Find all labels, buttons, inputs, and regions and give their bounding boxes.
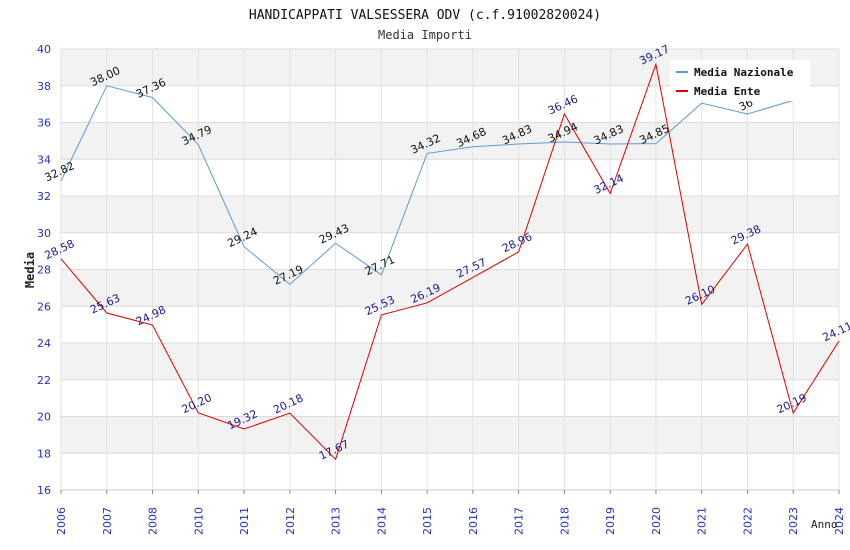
y-tick-label: 28 — [37, 264, 51, 277]
x-tick-label: 2013 — [330, 507, 343, 535]
y-tick-label: 18 — [37, 447, 51, 460]
x-tick-label: 2011 — [238, 507, 251, 535]
x-tick-label: 2006 — [55, 507, 68, 535]
y-tick-label: 32 — [37, 190, 51, 203]
y-tick-label: 30 — [37, 227, 51, 240]
y-tick-label: 16 — [37, 484, 51, 497]
chart-title: HANDICAPPATI VALSESSERA ODV (c.f.9100282… — [249, 8, 601, 23]
x-tick-label: 2018 — [558, 507, 571, 535]
series-line-ente — [60, 62, 840, 461]
x-tick-label: 2015 — [421, 507, 434, 535]
grid-band — [61, 269, 839, 307]
legend-label-nazionale: Media Nazionale — [694, 66, 794, 79]
y-tick-label: 36 — [37, 117, 51, 130]
x-tick-label: 2016 — [467, 507, 480, 535]
x-tick-label: 2021 — [696, 507, 709, 535]
legend-label-ente: Media Ente — [694, 85, 761, 98]
x-tick-label: 2007 — [101, 507, 114, 535]
grid-band — [61, 122, 839, 160]
series-line-nazionale — [60, 85, 794, 286]
x-tick-label: 2020 — [650, 507, 663, 535]
y-tick-label: 24 — [37, 337, 51, 350]
x-tick-label: 2010 — [192, 507, 205, 535]
grid-band — [61, 159, 839, 196]
x-axis-label: Anno — [811, 518, 838, 531]
x-tick-label: 2008 — [147, 507, 160, 535]
x-axis-ticks: 2006 2007 2008 2010 2011 2012 2013 2014 2015 2016… — [55, 490, 846, 535]
x-tick-label: 2024 — [833, 507, 846, 535]
y-tick-label: 26 — [37, 300, 51, 313]
y-tick-label: 20 — [37, 411, 51, 424]
grid-band — [61, 416, 839, 454]
y-axis-label: Media — [23, 252, 37, 288]
x-tick-label: 2019 — [604, 507, 617, 535]
x-tick-label: 2023 — [787, 507, 800, 535]
grid-band — [61, 379, 839, 417]
x-tick-label: 2017 — [513, 507, 526, 535]
grid-band — [61, 196, 839, 233]
series-lines — [60, 62, 840, 461]
legend-box — [670, 60, 810, 101]
grid-bands — [61, 49, 839, 490]
grid-band — [61, 453, 839, 490]
y-tick-label: 40 — [37, 43, 51, 56]
y-tick-label: 38 — [37, 80, 51, 93]
x-tick-label: 2012 — [284, 507, 297, 535]
y-axis-ticks: 16 18 20 22 24 26 28 30 32 34 36 38 40 — [37, 43, 51, 497]
x-tick-label: 2022 — [741, 507, 754, 535]
x-tick-label: 2014 — [375, 507, 388, 535]
grid-band — [61, 343, 839, 380]
chart-subtitle: Media Importi — [378, 28, 472, 42]
y-tick-label: 22 — [37, 374, 51, 387]
grid-band — [61, 232, 839, 270]
y-tick-label: 34 — [37, 153, 51, 166]
grid-band — [61, 306, 839, 343]
gridlines — [60, 48, 840, 491]
legend: Media Nazionale Media Ente — [670, 60, 810, 101]
